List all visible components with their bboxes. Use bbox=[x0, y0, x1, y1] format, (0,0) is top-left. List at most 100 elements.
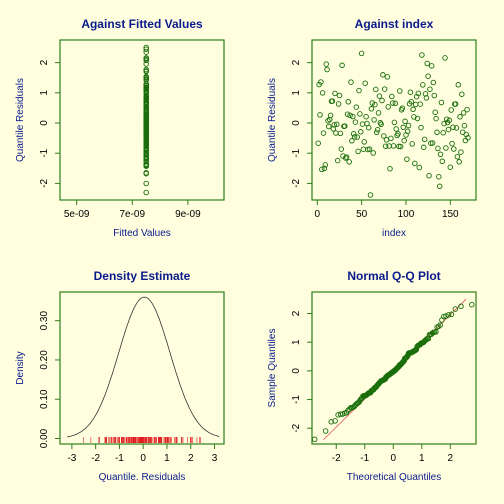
data-point bbox=[384, 74, 391, 80]
data-point bbox=[323, 61, 329, 67]
y-tick-label: 0 bbox=[291, 120, 302, 126]
data-point bbox=[399, 105, 406, 111]
y-tick-label: -2 bbox=[291, 423, 302, 432]
data-point bbox=[435, 323, 442, 330]
x-axis-label: Fitted Values bbox=[113, 228, 171, 239]
data-point bbox=[428, 140, 434, 146]
data-point bbox=[450, 124, 456, 130]
x-tick-label: -3 bbox=[67, 453, 76, 464]
data-point bbox=[358, 50, 365, 57]
chart-against-index: 0 50 100 150 -2 -1 0 1 2 Against index index Quanti… bbox=[267, 17, 477, 239]
data-point bbox=[418, 124, 424, 131]
data-point bbox=[408, 98, 415, 105]
data-point bbox=[421, 136, 428, 143]
data-point bbox=[448, 311, 455, 318]
data-point bbox=[392, 100, 399, 107]
y-tick-label: 1 bbox=[39, 90, 50, 96]
x-tick-label: 1 bbox=[419, 453, 425, 464]
data-point bbox=[351, 134, 358, 140]
data-point bbox=[329, 98, 336, 104]
data-point bbox=[370, 150, 376, 156]
data-point bbox=[412, 101, 419, 108]
data-point bbox=[347, 112, 353, 119]
data-point bbox=[395, 131, 401, 137]
data-point bbox=[404, 156, 410, 162]
data-point bbox=[420, 144, 427, 151]
data-point bbox=[385, 104, 391, 110]
data-point bbox=[452, 101, 459, 107]
data-point bbox=[348, 79, 354, 85]
y-tick-label: -2 bbox=[39, 179, 50, 188]
data-point bbox=[362, 80, 368, 86]
x-tick-label: -1 bbox=[360, 453, 369, 464]
data-point bbox=[345, 99, 352, 105]
x-axis-label: Quantile. Residuals bbox=[99, 472, 186, 483]
data-point bbox=[407, 89, 414, 95]
data-point bbox=[458, 303, 464, 310]
data-point bbox=[324, 66, 330, 73]
data-point bbox=[448, 107, 454, 113]
data-point bbox=[357, 111, 363, 117]
data-point bbox=[350, 131, 357, 137]
x-tick-label: 1 bbox=[164, 453, 170, 464]
data-point bbox=[442, 55, 448, 61]
data-point bbox=[332, 418, 338, 424]
data-point bbox=[453, 125, 460, 131]
data-point bbox=[432, 109, 438, 115]
data-point bbox=[381, 133, 387, 139]
data-point bbox=[458, 149, 464, 155]
data-point bbox=[353, 104, 360, 110]
x-tick-label: 0 bbox=[391, 453, 397, 464]
data-point bbox=[429, 140, 436, 146]
x-tick-label: 0 bbox=[315, 209, 321, 220]
data-point bbox=[334, 121, 340, 128]
data-point bbox=[431, 92, 438, 99]
data-point bbox=[436, 173, 442, 180]
data-point bbox=[315, 140, 321, 146]
data-point bbox=[349, 138, 355, 144]
chart-density-estimate: -3 -2 -1 0 1 2 3 0.00 0.10 0.20 0.30 Density Estima… bbox=[15, 269, 225, 483]
data-point bbox=[443, 145, 449, 151]
data-point bbox=[465, 134, 471, 141]
data-point bbox=[461, 122, 468, 129]
data-point bbox=[400, 124, 407, 131]
data-point bbox=[352, 119, 359, 125]
data-point bbox=[333, 130, 339, 136]
data-point bbox=[397, 143, 404, 150]
y-tick-label: 2 bbox=[39, 59, 50, 65]
data-point bbox=[355, 148, 361, 155]
data-point bbox=[391, 119, 398, 126]
data-point bbox=[143, 44, 149, 51]
data-point bbox=[337, 130, 344, 137]
y-tick-label: 0 bbox=[291, 368, 302, 374]
data-point bbox=[344, 111, 351, 117]
data-point bbox=[358, 129, 364, 135]
data-point bbox=[378, 121, 384, 128]
data-point bbox=[363, 113, 369, 120]
data-point bbox=[326, 123, 332, 130]
plot-frame bbox=[59, 39, 225, 201]
data-point bbox=[356, 87, 362, 94]
data-point bbox=[339, 62, 345, 69]
data-point bbox=[342, 155, 349, 161]
plot-frame bbox=[311, 291, 477, 445]
data-point bbox=[396, 143, 402, 150]
x-tick-label: -2 bbox=[91, 453, 100, 464]
y-tick-label: 0.10 bbox=[39, 389, 50, 409]
data-point bbox=[387, 165, 393, 172]
data-point bbox=[334, 157, 341, 164]
data-point bbox=[328, 419, 334, 425]
data-point bbox=[420, 82, 426, 88]
y-tick-label: -2 bbox=[291, 179, 302, 188]
data-point bbox=[445, 312, 452, 318]
data-point bbox=[322, 162, 329, 168]
y-tick-label: 1 bbox=[291, 90, 302, 96]
data-point bbox=[354, 134, 360, 140]
data-point bbox=[389, 93, 395, 100]
data-point bbox=[317, 112, 323, 118]
data-point bbox=[423, 95, 430, 101]
data-point bbox=[318, 79, 324, 85]
data-point bbox=[143, 46, 149, 52]
data-point bbox=[437, 151, 444, 158]
data-point bbox=[412, 160, 418, 167]
